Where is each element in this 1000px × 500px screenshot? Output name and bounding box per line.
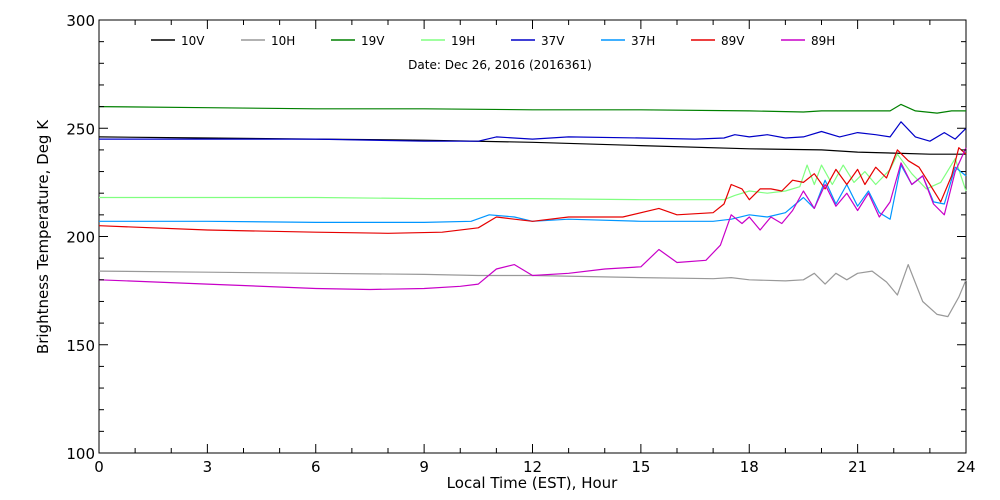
x-tick-label: 12 — [523, 458, 542, 476]
x-tick-label: 24 — [956, 458, 975, 476]
series-line-37h — [99, 164, 967, 223]
x-tick-label: 21 — [848, 458, 867, 476]
x-tick-label: 6 — [311, 458, 321, 476]
legend-label-89v: 89V — [721, 34, 745, 48]
plot-frame — [98, 19, 967, 454]
y-tick-label: 150 — [66, 337, 95, 355]
legend: 10V 10H 19V 19H 37V 37H 89V 89H — [151, 34, 835, 48]
x-tick-label: 15 — [631, 458, 650, 476]
x-tick-label: 18 — [740, 458, 759, 476]
legend-label-89h: 89H — [811, 34, 835, 48]
series-layer — [98, 103, 967, 318]
legend-label-37h: 37H — [631, 34, 655, 48]
x-tick-label: 9 — [419, 458, 429, 476]
axis-layer: 0 3 6 9 12 15 18 21 24 100 150 200 250 300 — [66, 12, 975, 476]
legend-label-10v: 10V — [181, 34, 205, 48]
chart-subtitle: Date: Dec 26, 2016 (2016361) — [408, 58, 592, 72]
series-line-89v — [98, 147, 967, 234]
x-axis-title: Local Time (EST), Hour — [447, 474, 618, 492]
series-line-10h — [98, 264, 967, 318]
legend-label-10h: 10H — [271, 34, 295, 48]
series-line-37v — [99, 121, 967, 142]
y-tick-label: 250 — [66, 120, 95, 138]
plot-area — [98, 19, 967, 454]
y-axis-title: Brightness Temperature, Deg K — [34, 119, 52, 354]
series-line-19h — [99, 153, 967, 201]
y-tick-label: 300 — [66, 12, 95, 30]
legend-label-19v: 19V — [361, 34, 385, 48]
series-line-19v — [98, 103, 966, 114]
legend-label-19h: 19H — [451, 34, 475, 48]
x-tick-label: 0 — [94, 458, 104, 476]
y-tick-label: 200 — [66, 229, 95, 247]
series-line-89h — [98, 147, 967, 291]
y-tick-label: 100 — [66, 445, 95, 463]
x-tick-label: 3 — [203, 458, 213, 476]
legend-label-37v: 37V — [541, 34, 565, 48]
